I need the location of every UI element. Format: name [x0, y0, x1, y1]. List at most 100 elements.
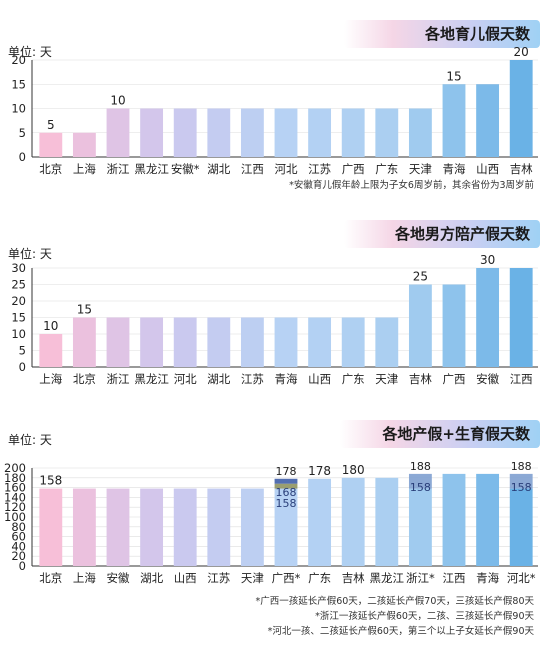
y-unit-label: 单位: 天	[8, 246, 52, 261]
data-label: 10	[110, 94, 125, 108]
x-tick-label: 黑龙江	[134, 372, 169, 386]
x-tick-label: 吉林	[409, 372, 432, 386]
x-tick-label: 青海	[476, 571, 499, 585]
y-tick-label: 10	[11, 327, 26, 341]
chart-panel-2: 各地男方陪产假天数 单位: 天 0 5 10 15 20 25 30 10 上海 15 北京 浙江 黑龙江…	[0, 210, 550, 400]
x-tick-label: 江苏	[308, 162, 331, 176]
bar	[375, 317, 399, 367]
bar	[173, 108, 197, 157]
x-tick-label: 青海	[275, 372, 298, 386]
bar-chart-3: 单位: 天020406080100120140160180200158北京 上海安…	[4, 432, 538, 585]
x-tick-label: 山西	[476, 162, 499, 176]
bar	[140, 317, 164, 367]
bar	[106, 488, 130, 566]
bar-extension	[408, 473, 432, 489]
bar	[476, 268, 500, 367]
y-tick-label: 20	[11, 294, 26, 308]
x-tick-label: 安徽*	[171, 162, 200, 176]
x-tick-label: 山西	[308, 372, 331, 386]
data-label: 15	[446, 69, 461, 83]
bar	[106, 108, 130, 157]
bar	[39, 488, 63, 566]
y-tick-label: 140	[4, 490, 26, 504]
x-tick-label: 河北	[174, 372, 197, 386]
bar	[341, 317, 365, 367]
bar	[442, 473, 466, 566]
x-tick-label: 吉林	[510, 162, 533, 176]
bar	[72, 317, 96, 367]
x-tick-label: 天津	[409, 162, 432, 176]
x-tick-label: 江苏	[241, 372, 264, 386]
data-label: 158	[276, 497, 297, 510]
x-tick-label: 广西*	[272, 571, 301, 585]
data-label: 5	[47, 118, 55, 132]
bar	[173, 488, 197, 566]
bar	[106, 317, 130, 367]
y-unit-label: 单位: 天	[8, 432, 52, 447]
bar-chart-1: 单位: 天 0 5 10 15 20 5 北京 上海 10 浙江 黑龙江 安徽* 湖北 江西 河北 江苏 广西 广东…	[8, 44, 538, 176]
y-tick-label: 60	[11, 530, 26, 544]
y-tick-label: 120	[4, 500, 26, 514]
chart-note-3-1: *浙江一孩延长产假60天，二孩、三孩延长产假90天	[315, 611, 534, 622]
x-tick-label: 湖北	[140, 571, 163, 585]
chart-panel-3: 各地产假+生育假天数 单位: 天 0 20 40 60 80 100 120 140 160 180…	[0, 410, 550, 649]
bar	[341, 477, 365, 566]
bar	[207, 108, 231, 157]
x-tick-label: 江苏	[207, 571, 230, 585]
bar	[274, 108, 298, 157]
bar	[140, 488, 164, 566]
bar-extension	[274, 483, 298, 489]
data-label: 168	[276, 486, 297, 499]
data-label: 180	[342, 463, 365, 477]
bar	[308, 478, 332, 566]
y-tick-label: 10	[11, 102, 26, 116]
bar	[39, 334, 63, 367]
y-tick-label: 160	[4, 481, 26, 495]
bar	[72, 132, 96, 157]
x-tick-label: 上海	[73, 162, 96, 176]
bar	[240, 488, 264, 566]
data-label: 20	[514, 45, 529, 59]
bar	[308, 108, 332, 157]
bar	[509, 60, 533, 157]
chart-panel-1: 各地育儿假天数 单位: 天 0 5 10 15 20 5 北京 上海 10 浙江 黑龙江 安徽* 湖北 江西…	[0, 0, 550, 200]
y-tick-label: 20	[11, 53, 26, 67]
bar	[173, 317, 197, 367]
y-tick-label: 15	[11, 311, 26, 325]
x-tick-label: 广西	[443, 372, 466, 386]
x-tick-label: 安徽	[476, 372, 499, 386]
x-tick-label: 浙江	[107, 372, 130, 386]
data-label: 188	[511, 460, 532, 473]
bar	[442, 84, 466, 157]
y-tick-label: 5	[19, 344, 26, 358]
bar	[274, 317, 298, 367]
bar	[442, 284, 466, 367]
x-tick-label: 江西	[510, 372, 533, 386]
data-label: 188	[410, 460, 431, 473]
bar	[240, 317, 264, 367]
chart-title-2: 各地男方陪产假天数	[344, 220, 540, 248]
data-label: 25	[413, 270, 428, 284]
x-tick-label: 浙江*	[406, 571, 435, 585]
bar	[509, 488, 533, 566]
data-label: 178	[276, 465, 297, 478]
chart-note-3-0: *广西一孩延长产假60天，二孩延长产假70天，三孩延长产假80天	[255, 596, 534, 607]
y-tick-label: 200	[4, 461, 26, 475]
data-label: 178	[308, 464, 331, 478]
chart-note-1-0: *安徽育儿假年龄上限为子女6周岁前，其余省份为3周岁前	[289, 180, 534, 191]
x-tick-label: 湖北	[207, 372, 230, 386]
x-tick-label: 江西	[443, 571, 466, 585]
x-tick-label: 天津	[241, 571, 264, 585]
y-tick-label: 40	[11, 539, 26, 553]
chart-note-3-2: *河北一孩、二孩延长产假60天，第三个以上子女延长产假90天	[267, 626, 534, 637]
data-label: 158	[39, 474, 62, 488]
x-tick-label: 黑龙江	[134, 162, 169, 176]
bar	[408, 284, 432, 367]
x-tick-label: 山西	[174, 571, 197, 585]
bar	[476, 84, 500, 157]
y-tick-label: 80	[11, 520, 26, 534]
bar	[240, 108, 264, 157]
bar	[509, 268, 533, 367]
bar	[375, 477, 399, 566]
x-tick-label: 北京	[73, 372, 96, 386]
